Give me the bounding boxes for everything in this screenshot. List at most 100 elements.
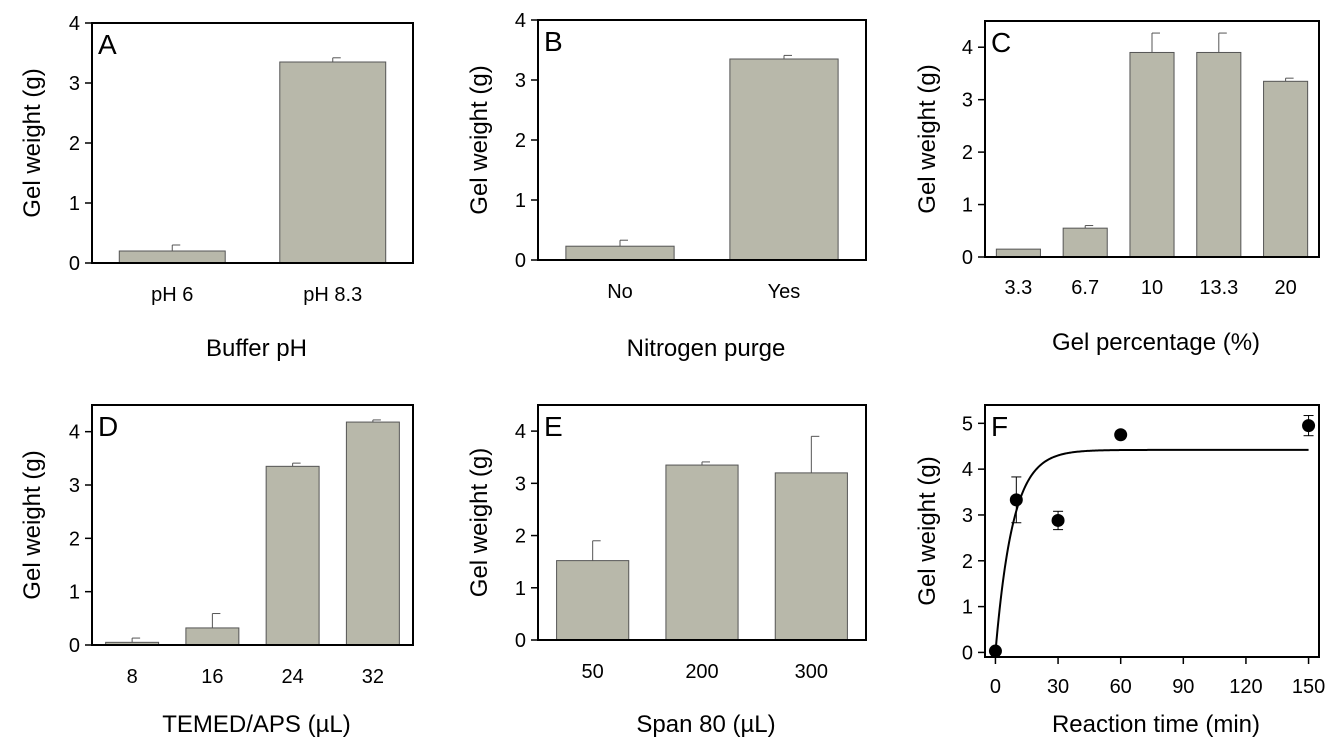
x-axis-label: Reaction time (min)	[1052, 711, 1260, 738]
y-tick-label: 3	[962, 505, 973, 527]
y-tick-label: 3	[69, 475, 80, 497]
x-axis-label: Span 80 (µL)	[636, 711, 775, 738]
x-axis-label: Buffer pH	[206, 335, 307, 362]
x-tick-label: 24	[282, 666, 304, 688]
x-tick-label: 20	[1274, 277, 1296, 299]
x-tick-label: 10	[1141, 277, 1163, 299]
y-tick-label: 0	[69, 635, 80, 657]
fit-curve	[994, 448, 1309, 653]
y-tick-label: 3	[69, 73, 80, 95]
data-point	[1009, 493, 1023, 507]
bar	[1196, 51, 1242, 258]
plot-frame	[91, 22, 414, 264]
panel-letter: E	[544, 411, 563, 442]
bar	[995, 248, 1041, 258]
x-tick-label: pH 8.3	[303, 284, 362, 306]
bar	[565, 245, 675, 261]
y-tick-label: 1	[69, 193, 80, 215]
y-tick-label: 0	[962, 642, 973, 664]
y-tick-label: 2	[962, 142, 973, 164]
x-tick-label: Yes	[768, 281, 801, 303]
bar	[1263, 80, 1309, 258]
x-tick-label: 50	[582, 661, 604, 683]
x-axis-label: Gel percentage (%)	[1052, 329, 1260, 356]
y-tick-label: 0	[515, 250, 526, 272]
y-tick-label: 2	[515, 526, 526, 548]
x-tick-label: 300	[795, 661, 828, 683]
data-point	[1114, 428, 1128, 442]
panel-b: 0 1 2 3 4 Gel weight (g) Nitrogen purge No Yes B	[466, 10, 867, 362]
panel-letter: A	[98, 29, 117, 60]
data-point	[988, 644, 1002, 658]
y-tick-label: 1	[962, 597, 973, 619]
y-axis-label: Gel weight (g)	[914, 64, 941, 213]
bar	[556, 560, 630, 641]
y-tick-label: 5	[962, 413, 973, 435]
y-axis-label: Gel weight (g)	[466, 65, 493, 214]
x-tick-label: 90	[1172, 676, 1194, 698]
plot-frame	[984, 20, 1320, 258]
plot-frame	[984, 404, 1320, 658]
y-tick-label: 4	[962, 459, 973, 481]
y-tick-label: 1	[962, 195, 973, 217]
panel-e: 0 1 2 3 4 Gel weight (g) Span 80 (µL) 50 200 300 E	[466, 404, 867, 738]
x-tick-label: 200	[685, 661, 718, 683]
panel-a: 0 1 2 3 4 Gel weight (g) Buffer pH pH 6 pH 8.3 A	[19, 13, 414, 362]
x-tick-label: 0	[990, 676, 1001, 698]
bar	[1062, 227, 1108, 258]
y-tick-label: 2	[69, 133, 80, 155]
y-tick-label: 3	[962, 90, 973, 112]
y-tick-label: 1	[515, 190, 526, 212]
data-point	[1302, 419, 1316, 433]
x-tick-label: 60	[1110, 676, 1132, 698]
y-axis-label: Gel weight (g)	[466, 448, 493, 597]
panel-f: 0 1 2 3 4 5 Gel weight (g) Reaction time (min) 0…	[914, 404, 1325, 738]
y-tick-label: 0	[515, 630, 526, 652]
y-tick-label: 2	[962, 551, 973, 573]
bar	[729, 58, 839, 261]
bar	[665, 464, 739, 641]
x-tick-label: 16	[201, 666, 223, 688]
panel-c: 0 1 2 3 4 Gel weight (g) Gel percentage (%) 3.3…	[914, 20, 1320, 356]
bar	[185, 627, 240, 646]
bar	[265, 465, 320, 646]
x-axis-label: TEMED/APS (µL)	[162, 711, 351, 738]
bar	[279, 61, 387, 264]
y-tick-label: 4	[515, 421, 526, 443]
x-tick-label: 150	[1292, 676, 1325, 698]
panel-letter: F	[991, 411, 1008, 442]
x-tick-label: pH 6	[151, 284, 193, 306]
x-tick-label: 3.3	[1004, 277, 1032, 299]
y-tick-label: 4	[69, 422, 80, 444]
bar	[774, 472, 848, 641]
x-tick-label: No	[607, 281, 633, 303]
panel-d: 0 1 2 3 4 Gel weight (g) TEMED/APS (µL) 8 16 24 32…	[19, 404, 414, 738]
y-axis-label: Gel weight (g)	[19, 450, 46, 599]
bar	[1129, 51, 1175, 258]
x-tick-label: 30	[1047, 676, 1069, 698]
plot-frame	[537, 19, 867, 261]
bar	[118, 250, 226, 264]
y-tick-label: 2	[69, 528, 80, 550]
y-tick-label: 3	[515, 473, 526, 495]
x-axis-label: Nitrogen purge	[627, 335, 786, 362]
x-tick-label: 120	[1229, 676, 1262, 698]
y-tick-label: 1	[515, 578, 526, 600]
x-tick-label: 32	[362, 666, 384, 688]
bar	[345, 421, 400, 646]
y-axis-label: Gel weight (g)	[914, 456, 941, 605]
plot-frame	[91, 404, 414, 646]
x-tick-label: 6.7	[1071, 277, 1099, 299]
y-tick-label: 4	[515, 10, 526, 32]
y-axis-label: Gel weight (g)	[19, 68, 46, 217]
x-tick-label: 13.3	[1199, 277, 1238, 299]
y-tick-label: 4	[69, 13, 80, 35]
panel-letter: C	[991, 27, 1011, 58]
y-tick-label: 0	[69, 253, 80, 275]
y-tick-label: 3	[515, 70, 526, 92]
panel-letter: D	[98, 411, 118, 442]
panel-letter: B	[544, 26, 563, 57]
plot-frame	[537, 404, 867, 641]
data-point	[1051, 513, 1065, 527]
